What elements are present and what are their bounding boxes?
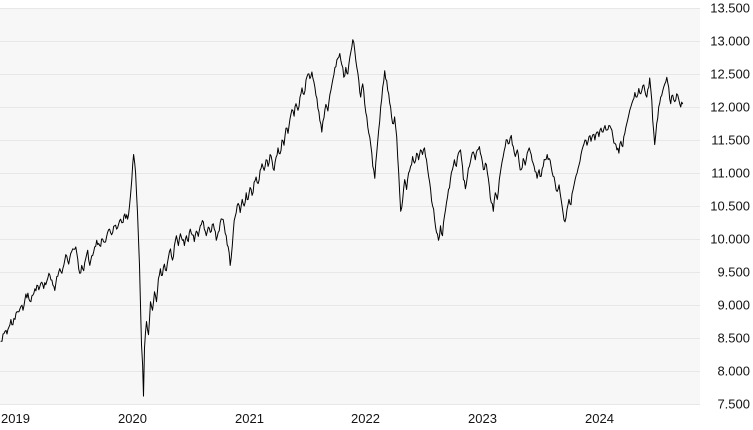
y-axis-tick-label: 9.000 [717, 297, 750, 313]
y-axis-tick-label: 13.000 [710, 33, 750, 49]
y-axis-tick-label: 13.500 [710, 0, 750, 16]
y-axis-tick-label: 7.500 [717, 396, 750, 412]
y-axis-tick-label: 12.500 [710, 66, 750, 82]
y-axis-tick-label: 11.000 [711, 165, 750, 181]
price-line-series [0, 39, 684, 397]
x-axis-tick-label: 2022 [351, 411, 380, 426]
y-axis-tick-label: 10.000 [710, 231, 750, 247]
x-axis-tick-label: 2020 [118, 411, 147, 426]
y-axis-tick-label: 9.500 [717, 264, 750, 280]
x-axis-tick-label: 2024 [585, 411, 614, 426]
y-axis-tick-label: 8.000 [717, 363, 750, 379]
y-axis-tick-label: 11.500 [711, 132, 750, 148]
x-axis-tick-label: 2021 [235, 411, 264, 426]
y-axis-tick-label: 8.500 [717, 330, 750, 346]
y-axis-tick-label: 12.000 [710, 99, 750, 115]
y-axis-tick-label: 10.500 [710, 198, 750, 214]
x-axis-tick-label: 2019 [1, 411, 30, 426]
x-axis-tick-label: 2023 [468, 411, 497, 426]
